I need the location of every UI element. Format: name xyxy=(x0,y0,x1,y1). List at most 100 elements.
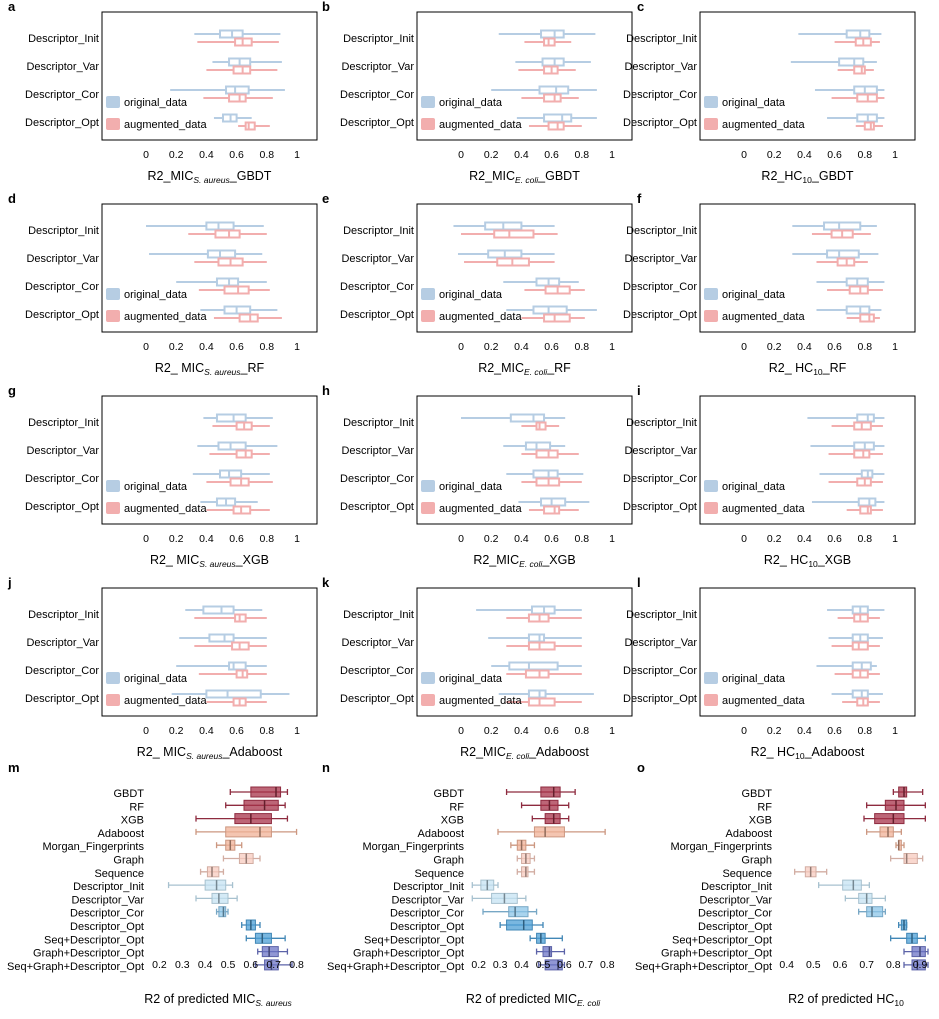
box-augmented xyxy=(194,641,267,651)
iqr-box xyxy=(826,249,860,259)
category-label: Descriptor_Var xyxy=(26,61,99,73)
x-tick-label: 0.2 xyxy=(169,341,184,353)
box-augmented xyxy=(194,613,267,623)
category-label: Morgan_Fingerprints xyxy=(363,841,465,853)
box-original xyxy=(831,689,883,699)
iqr-box xyxy=(211,892,229,904)
box-augmented xyxy=(206,697,267,707)
legend-swatch-augmented xyxy=(704,694,718,706)
category-label: GBDT xyxy=(741,788,772,800)
box-augmented xyxy=(506,641,582,651)
box-augmented xyxy=(238,121,270,131)
iqr-box xyxy=(898,786,908,798)
iqr-box xyxy=(540,29,565,39)
category-label: Descriptor_Opt xyxy=(623,309,697,321)
legend-swatch-original xyxy=(704,672,718,684)
plot-frame xyxy=(416,587,633,717)
iqr-box xyxy=(543,93,562,103)
panel-label: d xyxy=(8,191,16,206)
category-label: Descriptor_Cor xyxy=(390,908,464,920)
iqr-box xyxy=(254,932,272,944)
iqr-box xyxy=(508,661,559,671)
plot-frame xyxy=(699,203,916,333)
iqr-box xyxy=(527,641,556,651)
x-tick-label: 0 xyxy=(143,149,149,161)
category-label: Morgan_Fingerprints xyxy=(43,841,145,853)
box-augmented xyxy=(837,613,880,623)
x-tick-label: 0.6 xyxy=(827,725,842,737)
x-tick-label: 0.8 xyxy=(259,341,274,353)
x-tick-label: 0.8 xyxy=(259,725,274,737)
x-tick-label: 1 xyxy=(609,533,615,545)
category-label: Descriptor_Opt xyxy=(698,921,772,933)
category-label: GBDT xyxy=(113,788,144,800)
box xyxy=(892,786,924,798)
box-original xyxy=(792,249,879,259)
iqr-box xyxy=(206,249,237,259)
category-label: Descriptor_Cor xyxy=(340,281,414,293)
iqr-box xyxy=(543,113,573,123)
legend-label-augmented: augmented_data xyxy=(439,503,522,515)
iqr-box xyxy=(544,813,561,825)
category-label: Descriptor_Cor xyxy=(340,665,414,677)
category-label: Seq+Descriptor_Opt xyxy=(364,934,464,946)
x-tick-label: 1 xyxy=(609,149,615,161)
box xyxy=(471,892,527,904)
iqr-box xyxy=(208,633,235,643)
iqr-box xyxy=(238,313,259,323)
iqr-box xyxy=(866,906,884,918)
category-label: Descriptor_Cor xyxy=(623,89,697,101)
iqr-box xyxy=(223,285,250,295)
x-tick-label: 0.7 xyxy=(266,959,281,971)
category-label: Descriptor_Init xyxy=(626,417,697,429)
iqr-box xyxy=(235,449,253,459)
box-original xyxy=(506,469,584,479)
plot-frame xyxy=(699,11,916,141)
legend-swatch-original xyxy=(421,96,435,108)
panel-k: k Descriptor_Init Descriptor_Var Descriptor… xyxy=(322,575,633,761)
x-tick-label: 0.4 xyxy=(199,533,214,545)
iqr-box xyxy=(202,605,235,615)
x-tick-label: 0 xyxy=(741,149,747,161)
iqr-box xyxy=(521,866,529,878)
box xyxy=(529,932,563,944)
box xyxy=(898,919,908,931)
category-label: Descriptor_Cor xyxy=(698,908,772,920)
box xyxy=(167,879,234,891)
category-label: Descriptor_Opt xyxy=(340,309,414,321)
x-axis-title: R2_MICE. coli_Adaboost xyxy=(460,745,589,761)
legend-swatch-original xyxy=(421,672,435,684)
category-label: Adaboost xyxy=(98,828,144,840)
category-label: Descriptor_Init xyxy=(626,225,697,237)
x-tick-label: 0 xyxy=(458,533,464,545)
box xyxy=(482,906,538,918)
box-original xyxy=(827,113,885,123)
iqr-box xyxy=(229,477,250,487)
x-axis-title: R2_ HC10_RF xyxy=(769,361,847,377)
iqr-box xyxy=(879,826,894,838)
legend-swatch-original xyxy=(421,288,435,300)
x-axis-title: R2 of predicted MICE. coli xyxy=(466,992,601,1008)
iqr-box xyxy=(853,65,866,75)
category-label: Descriptor_Cor xyxy=(25,89,99,101)
box-original xyxy=(461,413,566,423)
x-tick-label: 0.8 xyxy=(259,533,274,545)
iqr-box xyxy=(215,413,247,423)
box-augmented xyxy=(828,477,883,487)
plot-frame xyxy=(101,395,318,525)
panel-f: f Descriptor_Init Descriptor_Var Descriptor… xyxy=(623,191,916,377)
iqr-box xyxy=(524,441,552,451)
x-tick-label: 1 xyxy=(294,533,300,545)
x-tick-label: 1 xyxy=(609,341,615,353)
category-label: Graph+Descriptor_Opt xyxy=(353,948,464,960)
x-tick-label: 0.6 xyxy=(229,149,244,161)
box-augmented xyxy=(506,697,582,707)
box-augmented xyxy=(206,505,270,515)
iqr-box xyxy=(493,229,535,239)
panel-b: b Descriptor_Init Descriptor_Var Descriptor… xyxy=(322,0,633,185)
box-original xyxy=(491,661,582,671)
category-label: Descriptor_Var xyxy=(624,253,697,265)
box-augmented xyxy=(518,65,576,75)
category-label: Descriptor_Opt xyxy=(25,117,99,129)
iqr-box xyxy=(540,497,567,507)
